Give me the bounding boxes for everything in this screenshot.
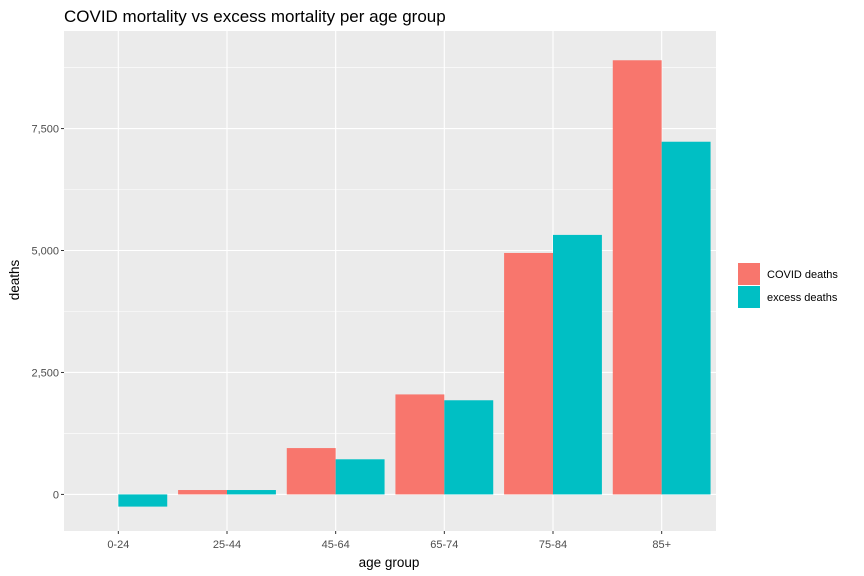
y-axis: 0 2,500 5,000 7,500 — [31, 124, 64, 501]
x-tick-label: 25-44 — [213, 539, 241, 551]
bar — [335, 459, 385, 495]
bar — [227, 490, 276, 495]
bar — [553, 234, 602, 495]
x-tick-label: 85+ — [652, 539, 671, 551]
bar — [118, 494, 168, 507]
legend-swatch — [738, 286, 760, 308]
bar — [504, 252, 553, 495]
x-axis-title: age group — [359, 555, 420, 570]
bars — [118, 60, 711, 507]
x-tick-label: 0-24 — [107, 539, 129, 551]
y-tick-label: 5,000 — [31, 246, 59, 258]
bar — [395, 394, 445, 495]
legend-label: COVID deaths — [767, 269, 838, 281]
bar — [612, 60, 662, 495]
bar — [178, 490, 227, 495]
x-axis: 0-24 25-44 45-64 65-74 75-84 85+ — [107, 531, 671, 551]
plot-panel — [64, 31, 716, 531]
x-tick-label: 65-74 — [430, 539, 458, 551]
chart-title: COVID mortality vs excess mortality per … — [64, 7, 446, 26]
x-tick-label: 45-64 — [322, 539, 350, 551]
y-tick-label: 2,500 — [31, 367, 59, 379]
x-tick-label: 75-84 — [539, 539, 567, 551]
grid-minor — [64, 67, 716, 434]
bar — [444, 400, 494, 495]
bar — [286, 448, 336, 495]
y-axis-title: deaths — [7, 259, 22, 300]
legend-swatch — [738, 263, 760, 285]
y-tick-label: 7,500 — [31, 124, 59, 136]
legend-label: excess deaths — [767, 292, 838, 304]
bar — [661, 141, 711, 495]
y-tick-label: 0 — [53, 489, 59, 501]
legend: COVID deaths excess deaths — [738, 263, 838, 308]
